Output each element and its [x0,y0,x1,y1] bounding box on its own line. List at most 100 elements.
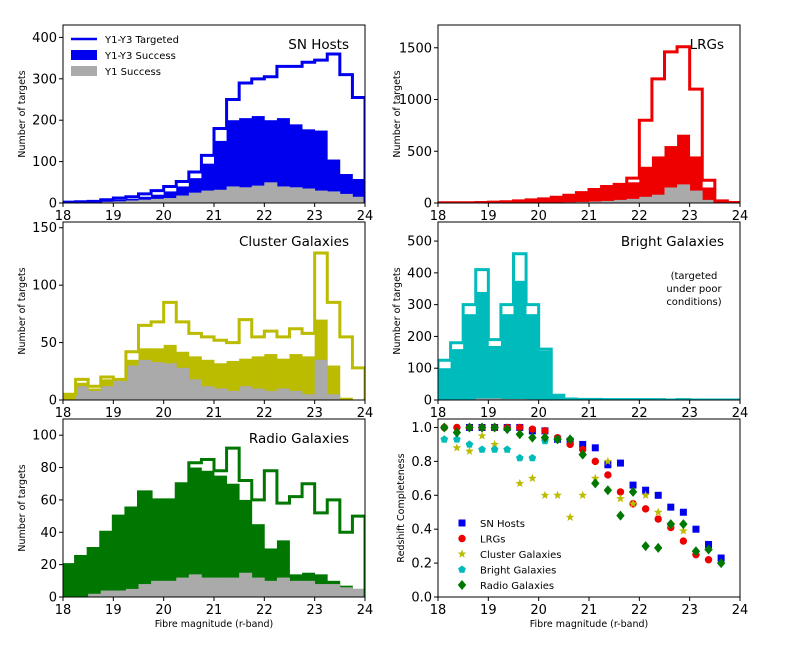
bar-2-17 [651,194,665,203]
bar-2-23 [352,196,365,203]
bar-2-11 [201,577,215,597]
bar-2-20 [314,359,328,400]
x-tick-label: 22 [631,406,648,421]
point-2-12 [590,473,600,483]
bar-1-21 [702,187,716,203]
bar-1-9 [176,483,190,597]
point-2-6 [515,478,525,488]
legend-label: Cluster Galaxies [480,550,562,561]
bar-2-13 [601,200,615,203]
point-4-6 [515,429,524,440]
bar-1-14 [614,184,628,203]
point-4-12 [591,478,600,489]
bar-1-8 [538,198,552,203]
point-4-14 [616,510,625,521]
y-tick-label: 0.0 [411,591,432,606]
bar-1-1 [450,349,464,400]
bar-1-16 [639,166,653,203]
point-1-19 [679,537,688,545]
point-2-16 [641,490,650,500]
y-tick-label: 0.4 [411,523,432,538]
x-tick-label: 20 [530,209,547,224]
bar-2-12 [214,189,227,203]
bar-2-17 [276,388,290,400]
x-tick-label: 20 [530,603,547,618]
x-tick-label: 22 [631,209,648,224]
bar-1-10 [563,195,577,203]
bar-2-8 [163,580,177,597]
y-tick-label: 0 [424,197,432,212]
legend-marker-icon [458,519,466,527]
x-tick-label: 19 [105,406,122,421]
bar-1-2 [88,548,102,597]
bar-2-15 [626,198,640,203]
point-3-2 [465,440,474,448]
bar-2-16 [264,580,278,597]
panel-lrg: 18 19 20 21 22 23 24 0 500 1000 1500 Number of targ… [392,24,748,224]
bar-2-7 [151,362,165,400]
bar-1-2 [463,314,477,400]
plot-area [439,422,726,569]
panel-radio: 18 19 20 21 22 23 24 0 20 40 60 80 100 Number of targ… [17,418,374,630]
point-0-10 [591,444,599,452]
y-tick-label: 400 [32,31,57,46]
bar-1-4 [488,345,502,400]
bar-1-15 [626,182,640,203]
x-tick-label: 19 [105,209,122,224]
panel-title: Radio Galaxies [249,431,349,447]
series-0 [63,52,365,203]
x-tick-label: 24 [732,603,749,618]
bar-1-16 [264,354,278,400]
y-axis-label: Redshift Completeness [396,453,407,562]
bar-2-16 [264,182,278,203]
y-tick-label: 0 [49,197,57,212]
x-tick-label: 24 [357,603,374,618]
series-0 [63,251,365,400]
bar-2-14 [239,386,253,400]
y-tick-label: 1000 [399,93,432,108]
bar-2-18 [289,580,303,597]
bar-2-15 [251,388,265,400]
bar-1-19 [302,356,316,400]
x-tick-label: 21 [206,209,223,224]
point-0-15 [654,491,662,499]
point-4-4 [490,422,499,433]
y-axis-label: Number of targets [17,464,28,551]
series-0 [63,446,365,597]
x-tick-label: 20 [530,406,547,421]
bar-2-1 [75,386,89,400]
x-tick-label: 19 [480,209,497,224]
legend-label: Bright Galaxies [480,566,556,577]
legend-marker-icon [458,565,466,573]
x-tick-label: 21 [206,603,223,618]
bar-1-8 [163,191,177,203]
bar-2-3 [475,398,489,400]
x-tick-label: 18 [55,406,72,421]
bar-1-0 [63,394,76,400]
y-axis-label: Number of targets [392,70,403,157]
legend-marker-icon [457,549,467,558]
y-tick-label: 80 [40,461,57,476]
point-1-7 [528,425,537,433]
point-3-4 [490,445,499,453]
bar-1-5 [500,314,514,400]
bar-2-23 [352,588,365,597]
bar-2-14 [614,199,628,203]
point-2-7 [528,473,537,483]
y-axis-label: Number of targets [17,70,28,157]
bar-1-5 [125,508,139,597]
x-tick-label: 20 [155,406,172,421]
bar-1-1 [75,556,89,597]
bar-2-13 [226,390,240,400]
x-tick-label: 24 [357,209,374,224]
bar-2-12 [214,388,227,400]
bar-1-8 [538,350,552,400]
bar-2-4 [488,398,502,400]
point-3-3 [478,445,486,453]
bar-2-3 [100,201,114,203]
point-4-9 [553,434,562,445]
point-0-9 [579,440,587,448]
point-4-20 [691,546,701,557]
legend-label: Y1-Y3 Success [104,51,176,62]
x-tick-label: 21 [581,209,598,224]
